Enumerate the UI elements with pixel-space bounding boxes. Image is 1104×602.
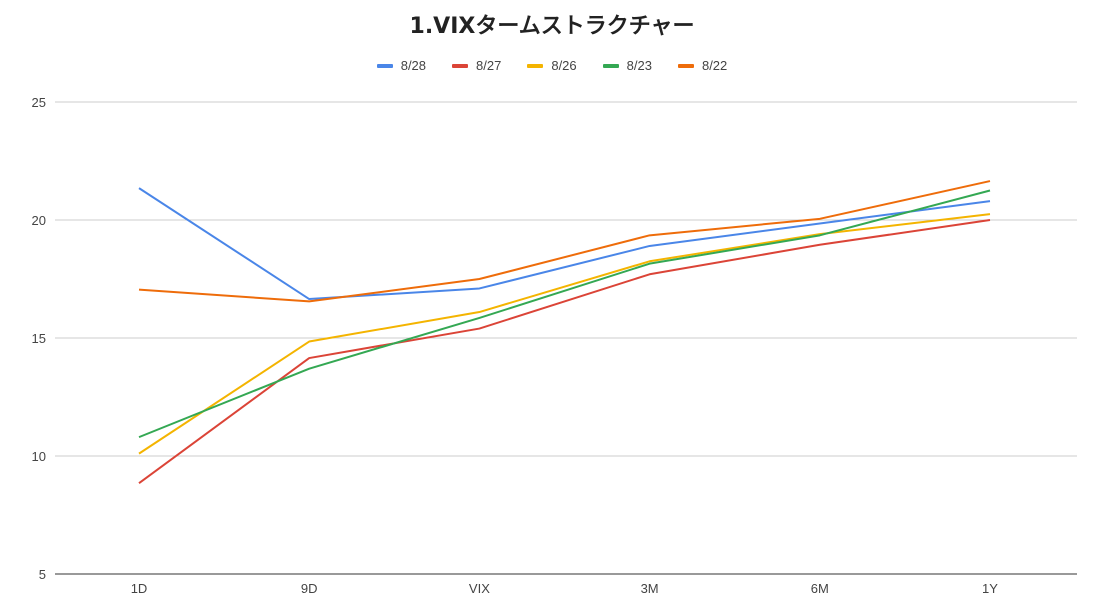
x-tick-label: 1D [131, 581, 148, 596]
chart-legend: 8/28 8/27 8/26 8/23 8/22 [0, 58, 1104, 73]
y-tick-label: 10 [32, 449, 46, 464]
legend-swatch [602, 63, 619, 68]
legend-label: 8/22 [701, 58, 728, 73]
chart-title: 1.VIXタームストラクチャー [409, 14, 695, 39]
legend-label: 8/23 [626, 58, 652, 73]
legend-swatch [376, 63, 393, 68]
series-line-8-28 [138, 187, 991, 301]
series-line-8-26 [138, 213, 991, 455]
x-tick-label: 9D [301, 581, 318, 596]
y-tick-label: 15 [32, 331, 46, 346]
y-tick-label: 5 [39, 567, 46, 582]
series-line-8-23 [138, 189, 991, 439]
x-tick-label: 3M [641, 581, 659, 596]
legend-label: 8/27 [476, 58, 502, 73]
legend-item: 8/26 [527, 58, 577, 73]
legend-item: 8/22 [677, 58, 728, 73]
series-line-8-22 [138, 180, 991, 303]
legend-item: 8/23 [602, 58, 652, 73]
legend-swatch [677, 63, 694, 68]
legend-swatch [527, 63, 544, 68]
legend-item: 8/28 [376, 58, 427, 73]
legend-label: 8/26 [551, 58, 577, 73]
legend-label: 8/28 [400, 58, 427, 73]
x-tick-label: VIX [469, 581, 490, 596]
y-tick-label: 20 [32, 213, 46, 228]
legend-swatch [452, 63, 469, 68]
legend-item: 8/27 [452, 58, 501, 73]
x-tick-label: 6M [811, 581, 829, 596]
x-tick-label: 1Y [982, 581, 998, 596]
series-line-8-27 [138, 219, 991, 484]
y-tick-label: 25 [32, 95, 46, 110]
